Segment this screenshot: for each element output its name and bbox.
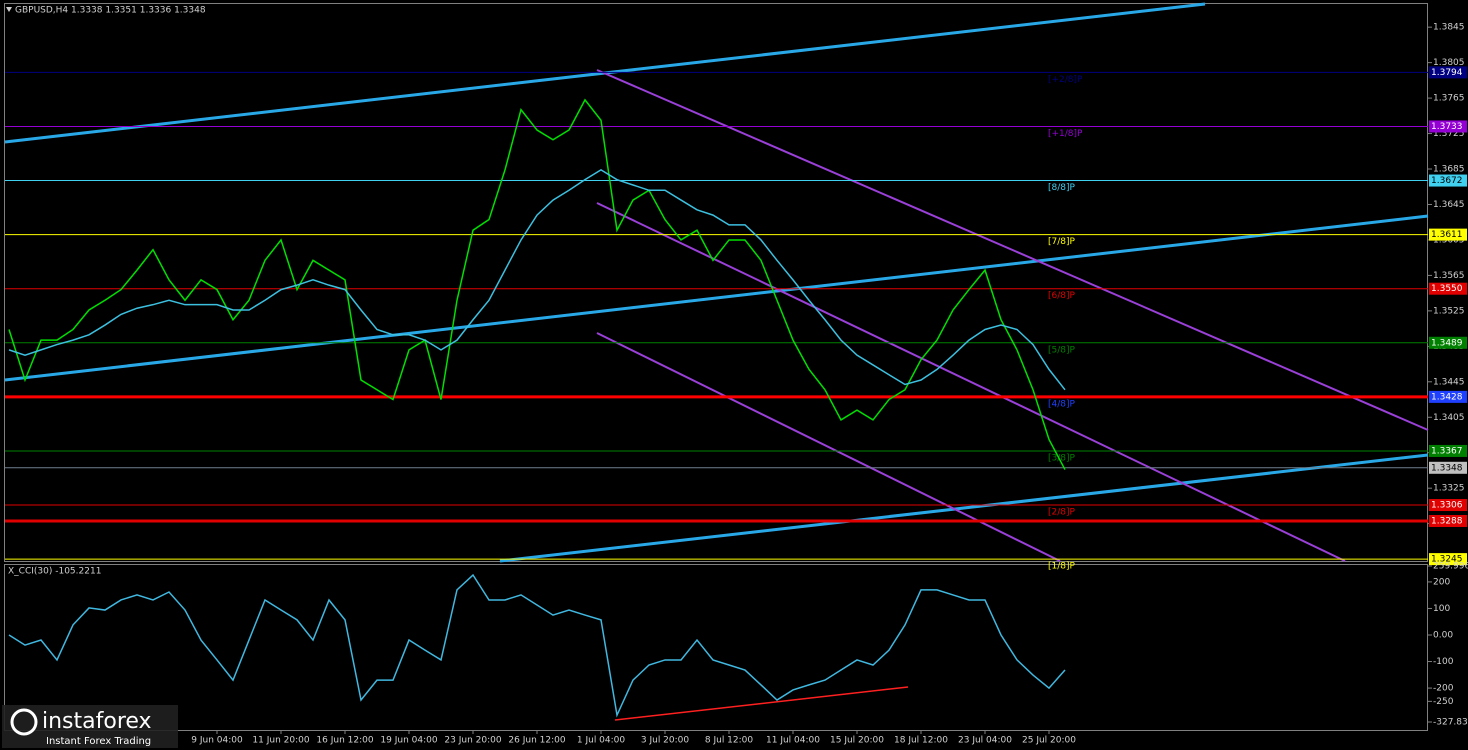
logo: instaforex Instant Forex Trading bbox=[2, 705, 178, 748]
y-tick-label: -250 bbox=[1433, 697, 1454, 707]
level-label: 1.3489 bbox=[1431, 338, 1463, 348]
x-tick-label: 15 Jul 20:00 bbox=[830, 736, 884, 746]
level-box bbox=[1429, 461, 1467, 474]
level-label: 1.3288 bbox=[1431, 516, 1463, 526]
x-tick-label: 16 Jun 12:00 bbox=[316, 736, 373, 746]
y-tick-label: 1.3565 bbox=[1433, 271, 1465, 281]
y-tick-label: 1.3405 bbox=[1433, 413, 1465, 423]
x-tick-label: 8 Jul 12:00 bbox=[705, 736, 754, 746]
level-box bbox=[1429, 444, 1467, 457]
down-channel-line bbox=[596, 69, 1429, 431]
level-box bbox=[1429, 120, 1467, 133]
x-tick-label: 1 Jul 04:00 bbox=[577, 736, 626, 746]
level-tag: [2/8]P bbox=[1048, 508, 1076, 518]
logo-tagline: Instant Forex Trading bbox=[46, 736, 151, 747]
level-tag: [1/8]P bbox=[1048, 562, 1076, 572]
channel-line bbox=[4, 214, 1429, 382]
level-box bbox=[1429, 174, 1467, 187]
level-label: 1.3348 bbox=[1431, 463, 1463, 473]
level-box bbox=[1429, 282, 1467, 295]
cci-panel-border bbox=[4, 564, 1428, 731]
level-label: 1.3794 bbox=[1431, 68, 1463, 78]
level-label: 1.3428 bbox=[1431, 392, 1463, 402]
level-label: 1.3672 bbox=[1431, 176, 1463, 186]
x-tick-label: 3 Jul 20:00 bbox=[641, 736, 690, 746]
level-label: 1.3550 bbox=[1431, 284, 1463, 294]
y-tick-label: 1.3845 bbox=[1433, 23, 1465, 33]
y-tick-label: 1.3805 bbox=[1433, 58, 1465, 68]
level-tag: [+2/8]P bbox=[1048, 75, 1083, 85]
level-tag: [7/8]P bbox=[1048, 237, 1076, 247]
level-label: 1.3611 bbox=[1431, 230, 1463, 240]
y-tick-label: -200 bbox=[1433, 684, 1454, 694]
y-tick-label: 1.3645 bbox=[1433, 200, 1465, 210]
x-tick-label: 19 Jun 04:00 bbox=[380, 736, 437, 746]
y-tick-label: 1.3325 bbox=[1433, 484, 1465, 494]
x-tick-label: 26 Jun 12:00 bbox=[508, 736, 565, 746]
level-box bbox=[1429, 499, 1467, 512]
y-tick-label: 1.3725 bbox=[1433, 129, 1465, 139]
level-box bbox=[1429, 228, 1467, 241]
series-line bbox=[8, 169, 1066, 391]
chart-title: GBPUSD,H4 1.3338 1.3351 1.3336 1.3348 bbox=[15, 6, 206, 16]
level-tag: [3/8]P bbox=[1048, 453, 1076, 463]
y-tick-label: 1.3445 bbox=[1433, 377, 1465, 387]
level-tag: [+1/8]P bbox=[1048, 129, 1083, 139]
level-label: 1.3733 bbox=[1431, 122, 1463, 132]
price-panel-border bbox=[4, 3, 1428, 562]
y-tick-label: 1.3525 bbox=[1433, 306, 1465, 316]
series-line bbox=[8, 98, 1066, 470]
series-line bbox=[8, 573, 1066, 718]
level-box bbox=[1429, 553, 1467, 566]
cci-title: X_CCI(30) -105.2211 bbox=[8, 567, 101, 577]
y-tick-label: -100 bbox=[1433, 657, 1454, 667]
level-tag: [5/8]P bbox=[1048, 345, 1076, 355]
down-channel-line bbox=[596, 332, 1061, 562]
y-tick-label: 1.3685 bbox=[1433, 165, 1465, 175]
level-tag: [8/8]P bbox=[1048, 183, 1076, 193]
divergence-line bbox=[614, 686, 909, 721]
y-tick-label: -327.8322 bbox=[1433, 718, 1468, 728]
level-label: 1.3367 bbox=[1431, 446, 1463, 456]
down-channel-line bbox=[596, 202, 1346, 562]
y-tick-label: 200 bbox=[1433, 577, 1450, 587]
x-tick-label: 25 Jul 20:00 bbox=[1022, 736, 1076, 746]
trend-lines bbox=[4, 2, 1429, 721]
level-box bbox=[1429, 514, 1467, 527]
level-label: 1.3306 bbox=[1431, 501, 1463, 511]
channel-line bbox=[499, 453, 1429, 563]
menu-arrow[interactable] bbox=[6, 7, 12, 12]
level-box bbox=[1429, 66, 1467, 79]
x-tick-label: 23 Jun 20:00 bbox=[444, 736, 501, 746]
y-tick-label: 0.00 bbox=[1433, 630, 1453, 640]
x-tick-label: 18 Jul 12:00 bbox=[894, 736, 948, 746]
x-tick-label: 11 Jun 20:00 bbox=[252, 736, 309, 746]
level-box bbox=[1429, 390, 1467, 403]
x-tick-label: 9 Jun 04:00 bbox=[191, 736, 243, 746]
y-tick-label: 1.3765 bbox=[1433, 94, 1465, 104]
logo-icon bbox=[10, 708, 38, 736]
level-tag: [4/8]P bbox=[1048, 399, 1076, 409]
level-tag: [6/8]P bbox=[1048, 291, 1076, 301]
x-tick-label: 23 Jul 04:00 bbox=[958, 736, 1012, 746]
x-tick-label: 11 Jul 04:00 bbox=[766, 736, 820, 746]
y-tick-label: 259.9969 bbox=[1433, 562, 1468, 572]
level-box bbox=[1429, 336, 1467, 349]
y-tick-label: 100 bbox=[1433, 604, 1450, 614]
logo-name: instaforex bbox=[42, 709, 152, 734]
level-label: 1.3245 bbox=[1431, 555, 1463, 565]
